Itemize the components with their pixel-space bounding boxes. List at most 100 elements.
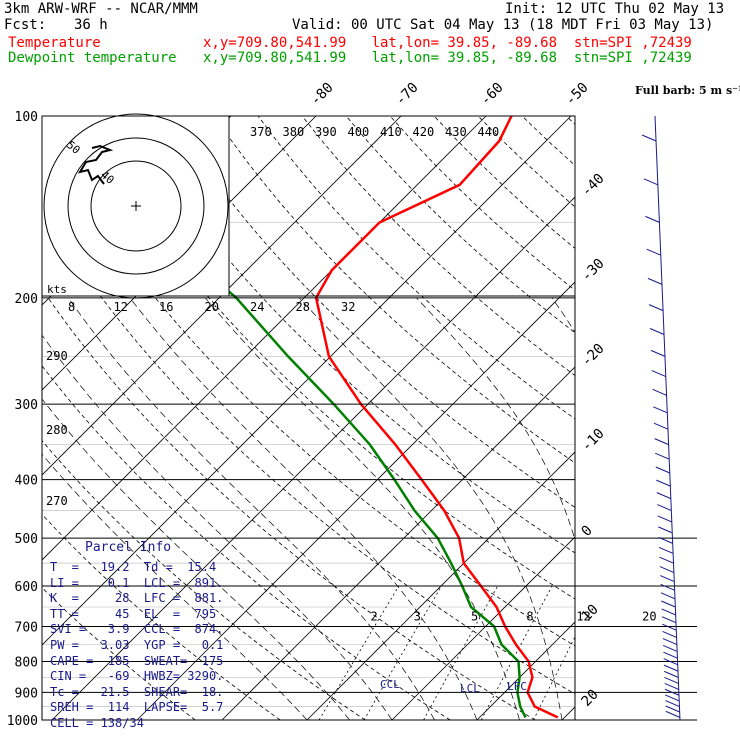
parcel-info-row: CIN = -69 HWBZ= 3290. — [50, 669, 224, 684]
isotherm-line — [561, 706, 575, 720]
parcel-info-row: TT = 45 EL = 795 — [50, 606, 217, 621]
wind-barb — [646, 248, 661, 256]
wind-barb — [658, 547, 674, 554]
barb-legend: Full barb: 5 m s⁻¹ — [635, 84, 740, 97]
wind-barb — [656, 479, 671, 487]
level-marker: CCL — [380, 678, 400, 691]
wind-barb — [645, 215, 660, 223]
dry-adiabat — [125, 116, 575, 554]
wind-barb — [660, 583, 675, 591]
pressure-label: 400 — [15, 474, 38, 489]
hodograph-speed-label: 16 — [159, 300, 173, 314]
wind-barb — [660, 575, 675, 583]
wind-barb — [650, 349, 666, 357]
dry-adiabat — [42, 122, 575, 647]
level-marker: LFC — [507, 680, 527, 693]
forecast-hour: 36 h — [74, 17, 108, 33]
hodograph-speed-label: 28 — [296, 300, 310, 314]
isotherm-line — [306, 451, 575, 720]
wind-barb — [664, 682, 679, 690]
hodograph-ring — [67, 137, 205, 275]
mixing-ratio-label: 12 — [576, 609, 590, 623]
wind-barb — [648, 304, 664, 312]
parcel-info-row: K = 28 LFC = 881. — [50, 591, 224, 606]
temperature-location: x,y=709.80,541.99 lat,lon= 39.85, -89.68… — [203, 35, 692, 51]
dry-adiabat — [42, 288, 536, 720]
pressure-label: 600 — [15, 580, 38, 595]
moist-adiabat — [42, 398, 350, 720]
wind-barb — [665, 694, 680, 702]
level-marker: LCL — [460, 682, 480, 695]
wind-barb — [659, 556, 674, 564]
wind-barb — [665, 705, 680, 713]
isotherm-line — [647, 116, 740, 720]
isotherm-label: -60 — [478, 80, 507, 109]
mixing-ratio-label: 5 — [471, 609, 478, 623]
wind-barb — [664, 670, 679, 678]
hodograph-unit: kts — [47, 283, 67, 296]
wind-barb — [663, 664, 679, 672]
theta-e-left-label: 290 — [46, 349, 68, 363]
moist-adiabat — [298, 297, 563, 720]
wind-barb — [662, 638, 678, 645]
mixing-ratio-line — [480, 585, 553, 720]
wind-barb — [662, 623, 677, 631]
isotherm-line — [391, 536, 575, 720]
moist-adiabat — [678, 298, 701, 720]
hodograph-speed-label: 24 — [250, 300, 264, 314]
wind-barb — [657, 504, 672, 511]
parcel-info-row: T = 19.2 Td = 15.4 — [50, 560, 217, 574]
mixing-ratio-line — [318, 585, 400, 720]
wind-barb — [655, 466, 670, 474]
moist-adiabat — [416, 297, 575, 542]
parcel-info-row: LI = 0.1 LCL = 891. — [50, 575, 224, 590]
theta-e-left-label: 270 — [46, 494, 68, 508]
dry-adiabat — [42, 365, 451, 720]
temperature-legend: Temperature — [8, 35, 101, 51]
pressure-label: 200 — [15, 292, 38, 307]
isotherm-line — [42, 116, 487, 561]
theta-e-label: 410 — [380, 125, 402, 139]
wind-barb — [663, 651, 678, 659]
isotherm-label: -50 — [563, 80, 592, 109]
theta-e-label: 440 — [478, 125, 500, 139]
theta-e-label: 430 — [445, 125, 467, 139]
parcel-info-row: SVI = 3.9 CCL = 874. — [50, 622, 224, 637]
mixing-ratio-line — [423, 585, 499, 720]
valid-time: Valid: 00 UTC Sat 04 May 13 (18 MDT Fri … — [292, 17, 714, 33]
dewpoint-location: x,y=709.80,541.99 lat,lon= 39.85, -89.68… — [203, 50, 692, 66]
mixing-ratio-label: 20 — [642, 609, 656, 623]
wind-barb — [661, 600, 676, 608]
hodograph-speed-label: 32 — [341, 300, 355, 314]
mixing-ratio-label: 8 — [526, 609, 533, 623]
dry-adiabat — [257, 116, 575, 420]
dewpoint-legend: Dewpoint temperature — [8, 50, 177, 66]
wind-barb — [662, 630, 677, 638]
forecast-label: Fcst: — [4, 17, 47, 33]
model-title: 3km ARW-WRF -- NCAR/MMM — [4, 1, 198, 17]
init-time: Init: 12 UTC Thu 02 May 13 — [505, 1, 725, 17]
pressure-label: 100 — [15, 110, 38, 125]
hodograph-ring — [43, 113, 229, 299]
isotherm-line — [732, 116, 740, 720]
dry-adiabat — [698, 116, 740, 720]
theta-e-left-label: 280 — [46, 423, 68, 437]
hodograph-speed-label: 12 — [114, 300, 128, 314]
theta-e-label: 390 — [315, 125, 337, 139]
theta-e-label: 370 — [250, 125, 272, 139]
wind-barb — [652, 388, 667, 396]
wind-barb — [661, 616, 677, 624]
hodograph-ring — [90, 160, 182, 252]
wind-barb — [658, 526, 673, 534]
parcel-info-row: CELL = 138/34 — [50, 716, 144, 730]
hodograph-speed-label: 20 — [205, 300, 219, 314]
isotherm-line — [42, 116, 572, 646]
mixing-ratio-line — [363, 585, 442, 720]
isotherm-label: -30 — [579, 256, 608, 285]
parcel-info-row: PW = 3.03 YGP = 0.1 — [50, 638, 224, 652]
dry-adiabat — [169, 116, 575, 508]
isotherm-line — [136, 281, 575, 720]
isotherm-line — [42, 116, 402, 476]
dry-adiabat — [565, 116, 575, 125]
dry-adiabat — [42, 513, 281, 720]
